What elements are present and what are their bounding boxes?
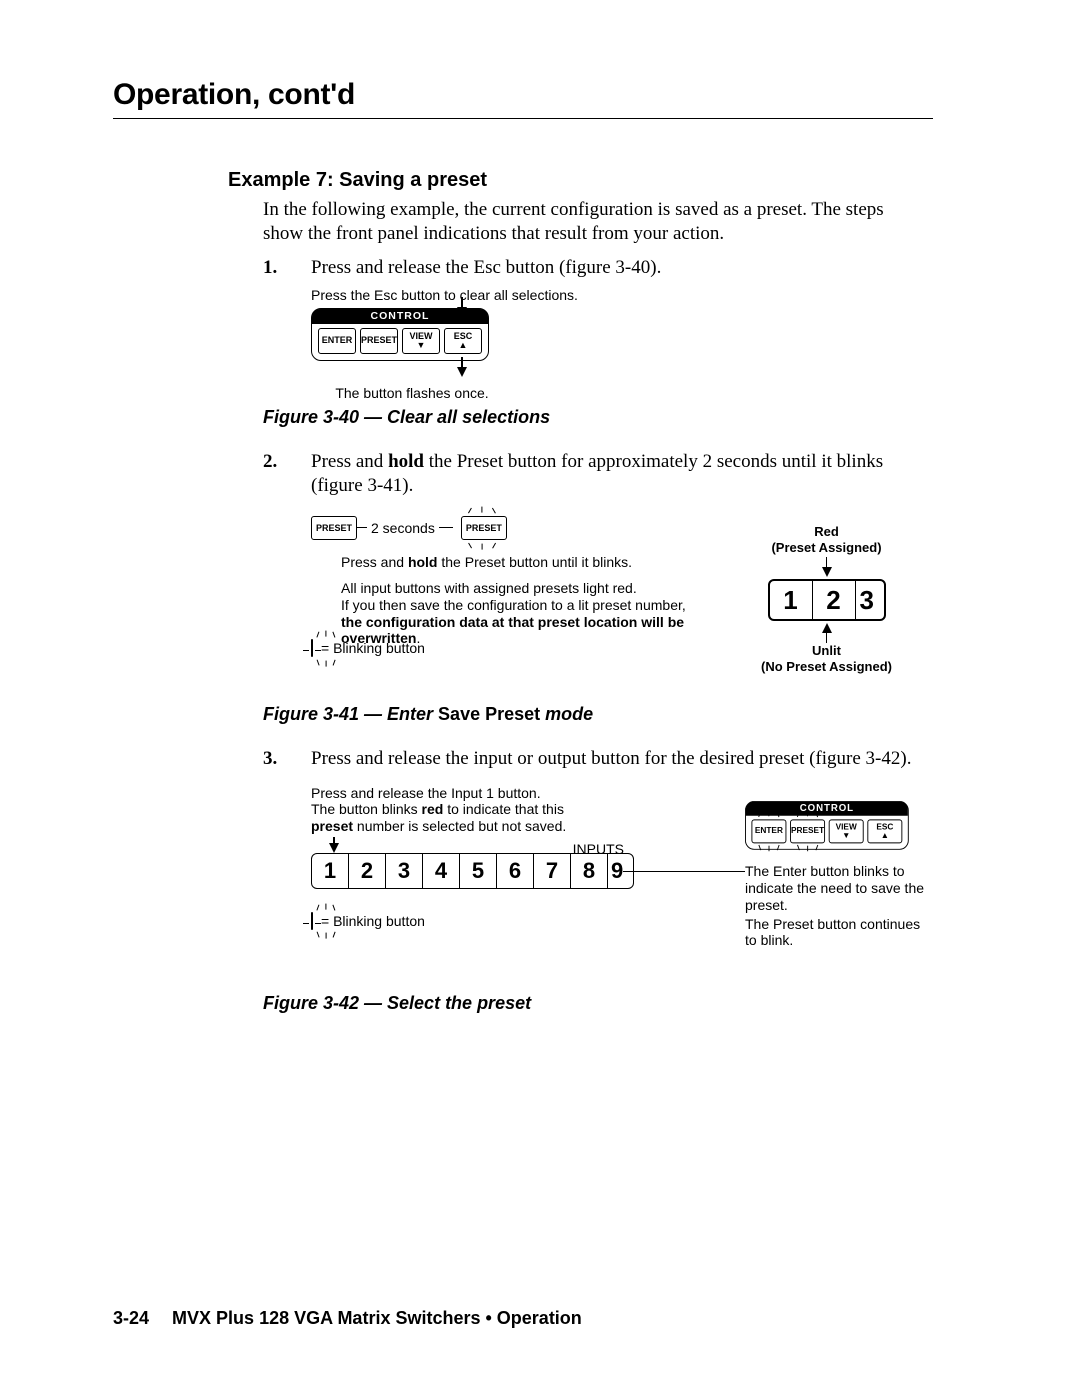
fig42-cell-3: 3 [386,854,423,888]
fig42-cell-6: 6 [497,854,534,888]
fig41-caption: Figure 3-41 — Enter Save Preset mode [263,704,968,725]
step-2-text: Press and hold the Preset button for app… [311,450,918,498]
step-3: 3. Press and release the input or output… [263,747,918,771]
step-3-text: Press and release the input or output bu… [311,747,918,771]
view-button-fig42: VIEW▼ [829,819,864,843]
step-1-num: 1. [263,256,277,280]
inputs-label: INPUTS [573,841,624,858]
fig42-cell-8: 8 [571,854,608,888]
fig40-bottom-note: The button flashes once. [335,385,489,402]
fig40-caption: Figure 3-40 — Clear all selections [263,407,968,428]
step-1-text: Press and release the Esc button (figure… [311,256,918,280]
fig41-press-hold: Press and hold the Preset button until i… [341,554,632,571]
fig41-cell-3: 3 [856,581,884,619]
fig42-cell-5: 5 [460,854,497,888]
fig40-top-note: Press the Esc button to clear all select… [311,287,711,304]
fig41-unlit-label2: (No Preset Assigned) [761,659,892,675]
fig41-red-label: Red [761,524,892,540]
fig42-blink-legend: = Blinking button [311,913,425,930]
footer-title: MVX Plus 128 VGA Matrix Switchers • Oper… [172,1308,582,1328]
fig41-duration: 2 seconds [371,520,435,537]
page-footer: 3-24 MVX Plus 128 VGA Matrix Switchers •… [113,1308,582,1329]
preset-button: PRESET [360,328,398,354]
view-button: VIEW▼ [402,328,440,354]
step-3-num: 3. [263,747,277,771]
fig42-top-note: Press and release the Input 1 button. [311,785,968,802]
step-2-num: 2. [263,450,277,474]
fig42-inputs-panel: 1 2 3 4 5 6 7 8 9 [311,853,634,889]
esc-button-fig42: ESC▲ [867,819,902,843]
fig42-right-note1: The Enter button blinks to indicate the … [745,863,935,913]
fig42-cell-2: 2 [349,854,386,888]
page-number: 3-24 [113,1308,149,1328]
header-rule [113,118,933,119]
control-panel-fig42: CONTROL ENTER PRESET [745,801,909,849]
control-label-fig42: CONTROL [746,802,908,815]
fig41-info: All input buttons with assigned presets … [341,580,701,647]
preset-button-left: PRESET [311,516,357,540]
fig42-cell-1: 1 [312,854,349,888]
esc-button: ESC▲ [444,328,482,354]
example-title: Example 7: Saving a preset [228,169,968,192]
fig42-caption: Figure 3-42 — Select the preset [263,993,968,1014]
fig42-cell-4: 4 [423,854,460,888]
fig41-cell-1: 1 [770,581,813,619]
fig41-red-label2: (Preset Assigned) [761,540,892,556]
fig41-cell-2: 2 [813,581,856,619]
preset-button-fig42: PRESET [790,819,825,843]
enter-button: ENTER [318,328,356,354]
fig41-unlit-label: Unlit [761,643,892,659]
fig41-right-panel: 1 2 3 [768,579,886,621]
enter-button-fig42: ENTER [751,819,786,843]
fig41-blink-legend: = Blinking button [311,640,425,657]
step-1: 1. Press and release the Esc button (fig… [263,256,918,280]
fig42-cell-7: 7 [534,854,571,888]
section-header: Operation, cont'd [113,78,968,112]
fig42-right-note2: The Preset button continues to blink. [745,916,935,950]
step-2: 2. Press and hold the Preset button for … [263,450,918,498]
example-intro: In the following example, the current co… [263,198,918,246]
preset-button-right-blink: PRESET [461,516,507,540]
